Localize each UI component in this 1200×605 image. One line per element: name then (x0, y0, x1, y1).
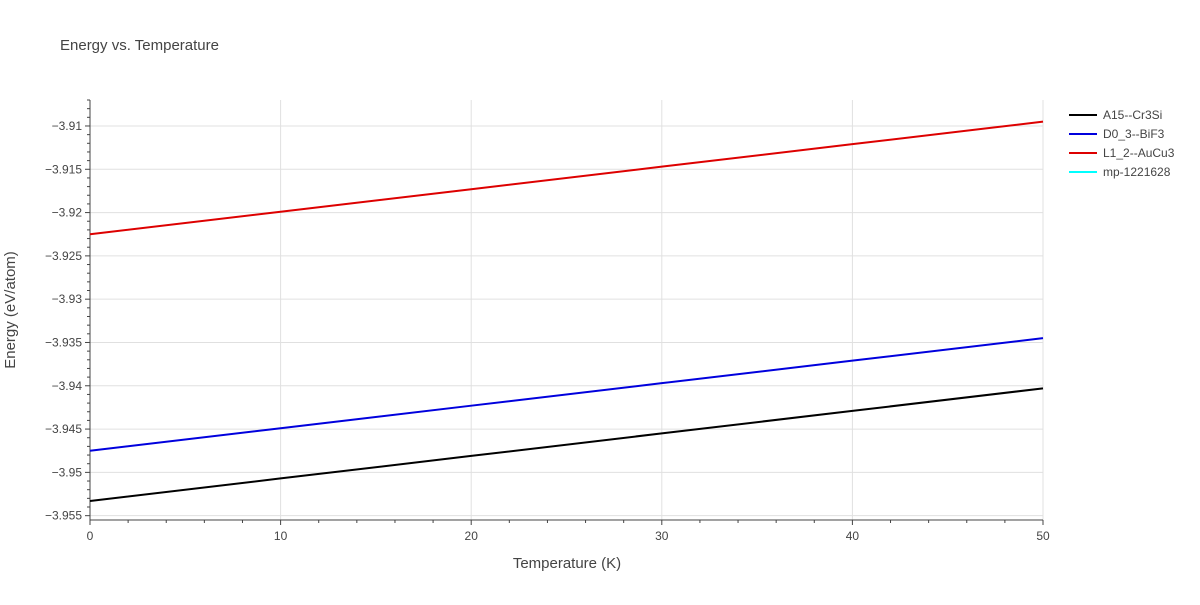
x-tick-label: 0 (87, 529, 94, 543)
legend-item-3[interactable]: L1_2--AuCu3 (1069, 146, 1175, 160)
legend[interactable]: A15--Cr3Si D0_3--BiF3 L1_2--AuCu3 mp-122162… (1069, 108, 1175, 179)
chart-title: Energy vs. Temperature (60, 37, 219, 54)
legend-item-1[interactable]: A15--Cr3Si (1069, 108, 1162, 122)
y-tick-label: −3.945 (45, 422, 82, 436)
x-tick-label: 20 (465, 529, 479, 543)
series-lines (89, 120, 1044, 502)
y-tick-label: −3.925 (45, 249, 82, 263)
series-line-3[interactable] (89, 120, 1044, 236)
series-line-1[interactable] (89, 387, 1044, 502)
series-line-2[interactable] (89, 337, 1044, 452)
axes: 0 10 20 30 40 50 −3.955 −3.95 −3.945 −3.94 −3.935 −… (45, 99, 1050, 543)
y-tick-label: −3.91 (52, 119, 83, 133)
y-tick-label: −3.94 (52, 379, 83, 393)
legend-label: L1_2--AuCu3 (1103, 146, 1175, 160)
x-axis-label: Temperature (K) (513, 555, 621, 572)
x-tick-label: 10 (274, 529, 288, 543)
legend-label: D0_3--BiF3 (1103, 127, 1165, 141)
x-tick-label: 40 (846, 529, 860, 543)
y-tick-label: −3.935 (45, 335, 82, 349)
x-tick-label: 30 (655, 529, 669, 543)
y-tick-label: −3.92 (52, 206, 83, 220)
legend-label: mp-1221628 (1103, 165, 1171, 179)
y-tick-label: −3.93 (52, 292, 83, 306)
y-tick-label: −3.95 (52, 465, 83, 479)
y-axis-label: Energy (eV/atom) (2, 251, 19, 369)
legend-item-2[interactable]: D0_3--BiF3 (1069, 127, 1165, 141)
legend-item-4[interactable]: mp-1221628 (1069, 165, 1171, 179)
y-tick-label: −3.915 (45, 162, 82, 176)
grid (89, 100, 1044, 520)
x-tick-label: 50 (1036, 529, 1050, 543)
legend-label: A15--Cr3Si (1103, 108, 1162, 122)
y-tick-label: −3.955 (45, 509, 82, 523)
